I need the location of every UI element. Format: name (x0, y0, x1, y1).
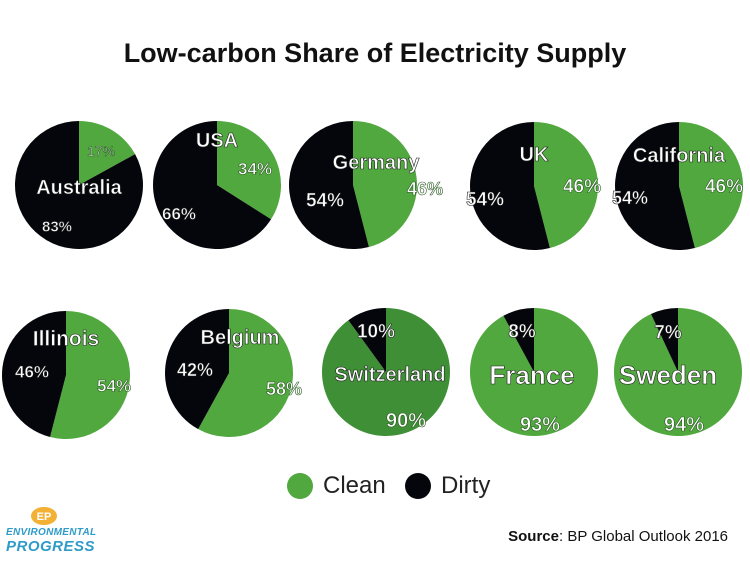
source-note: Source: BP Global Outlook 2016 (508, 528, 728, 545)
pie-slice-clean-uk (534, 122, 599, 248)
pie-slice-dirty-belgium (165, 309, 229, 430)
pie-label-dirty-switzerland: 10% (357, 322, 395, 343)
ep-logo-icon: EP (31, 507, 57, 525)
pie-slice-clean-france (469, 308, 598, 436)
pie-label-dirty-usa: 66% (162, 205, 196, 224)
pie-slice-dirty-illinois (1, 311, 66, 437)
pie-label-clean-usa: 34% (238, 160, 272, 179)
pie-slice-clean-california (679, 122, 744, 248)
logo-line2: PROGRESS (6, 538, 96, 555)
pie-slice-dirty-germany (289, 121, 369, 249)
pie-name-germany: Germany (333, 152, 421, 174)
pie-slice-dirty-france (503, 308, 534, 372)
pie-label-dirty-sweden: 7% (654, 323, 682, 344)
pie-name-illinois: Illinois (33, 328, 100, 351)
pie-slice-dirty-switzerland (348, 308, 386, 372)
pie-name-california: California (633, 145, 726, 167)
pie-name-switzerland: Switzerland (334, 364, 445, 386)
pie-label-dirty-california: 54% (612, 188, 648, 208)
pie-label-clean-belgium: 58% (266, 379, 302, 399)
pie-slice-dirty-sweden (651, 308, 678, 372)
pie-slice-clean-belgium (198, 309, 294, 437)
pie-label-clean-switzerland: 90% (386, 410, 426, 432)
legend-label-dirty: Dirty (441, 472, 491, 499)
pie-label-clean-illinois: 54% (97, 377, 131, 396)
legend-item-dirty: Dirty (405, 468, 490, 504)
pie-slice-clean-usa (217, 120, 282, 220)
pie-name-usa: USA (196, 130, 238, 152)
pie-label-clean-australia: 17% (87, 143, 115, 159)
pie-slice-dirty-california (615, 122, 695, 250)
pie-name-sweden: Sweden (619, 360, 717, 390)
pie-slice-clean-switzerland (321, 308, 450, 436)
pie-slice-clean-germany (353, 121, 418, 247)
pie-name-australia: Australia (36, 177, 122, 199)
pie-label-dirty-illinois: 46% (15, 363, 49, 382)
pie-label-clean-france: 93% (520, 414, 560, 436)
pie-slice-clean-australia (79, 121, 136, 185)
legend: Clean Dirty (0, 468, 750, 504)
legend-swatch-clean (287, 473, 313, 499)
pie-slice-clean-sweden (613, 308, 742, 437)
pie-slice-clean-illinois (50, 311, 130, 439)
pie-label-dirty-france: 8% (508, 322, 536, 343)
pie-name-france: France (489, 360, 574, 390)
legend-item-clean: Clean (287, 468, 386, 504)
logo-line1: ENVIRONMENTAL (6, 527, 97, 538)
pie-name-uk: UK (520, 144, 549, 166)
pie-label-dirty-uk: 54% (466, 190, 504, 211)
legend-label-clean: Clean (323, 472, 386, 499)
svg-text:EP: EP (37, 511, 52, 523)
pie-label-clean-germany: 46% (407, 179, 443, 199)
pie-slice-dirty-usa (153, 121, 272, 249)
pie-label-dirty-belgium: 42% (177, 360, 213, 380)
source-text: : BP Global Outlook 2016 (559, 528, 728, 545)
pie-slice-dirty-uk (470, 122, 550, 250)
pie-slice-dirty-australia (14, 121, 143, 249)
pie-name-belgium: Belgium (201, 327, 280, 349)
pie-label-clean-sweden: 94% (664, 414, 704, 436)
pie-label-clean-california: 46% (705, 177, 743, 198)
pie-label-dirty-australia: 83% (42, 219, 72, 236)
legend-swatch-dirty (405, 473, 431, 499)
pie-label-clean-uk: 46% (563, 177, 601, 198)
source-label: Source (508, 528, 559, 545)
pie-label-dirty-germany: 54% (306, 191, 344, 212)
environmental-progress-logo: EP ENVIRONMENTAL PROGRESS (6, 506, 97, 556)
chart-title: Low-carbon Share of Electricity Supply (123, 38, 627, 68)
